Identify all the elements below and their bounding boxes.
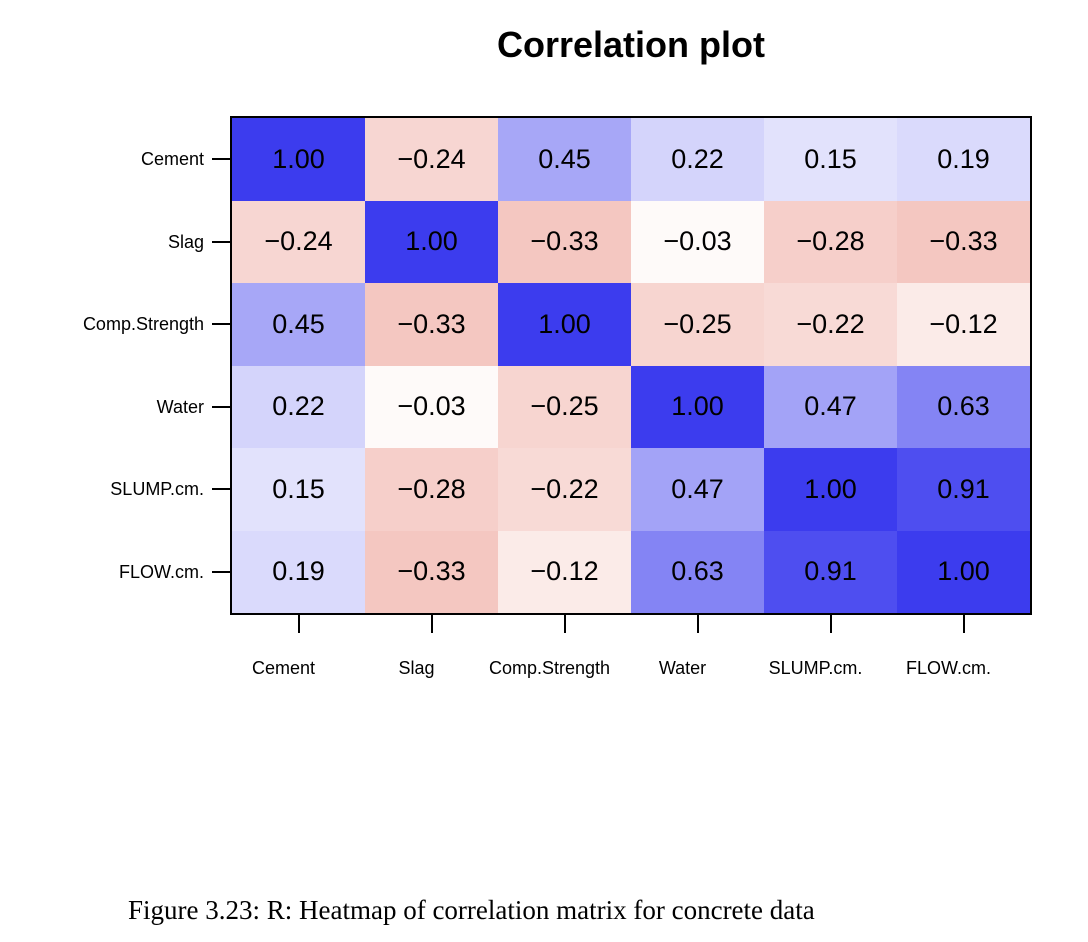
heatmap-cell: 0.47 <box>631 448 764 531</box>
y-axis-label: Water <box>156 396 204 417</box>
heatmap-cell: 0.22 <box>631 118 764 201</box>
y-axis-tick <box>212 240 230 243</box>
heatmap-cell: 0.63 <box>631 530 764 613</box>
heatmap-cell: 0.19 <box>232 530 365 613</box>
heatmap-cell: 1.00 <box>498 283 631 366</box>
x-axis-tick <box>829 615 832 633</box>
x-axis-tick <box>696 615 699 633</box>
heatmap-cell: −0.22 <box>498 448 631 531</box>
heatmap-cell: −0.12 <box>897 283 1030 366</box>
heatmap-cell: 1.00 <box>365 200 498 283</box>
heatmap-cell: 0.63 <box>897 365 1030 448</box>
y-axis-label: SLUMP.cm. <box>110 479 204 500</box>
y-axis-tick <box>212 158 230 161</box>
heatmap-cell: 0.19 <box>897 118 1030 201</box>
x-axis-tick <box>563 615 566 633</box>
y-axis-label: Cement <box>140 149 204 170</box>
chart-title: Correlation plot <box>497 24 765 65</box>
y-axis-label: Slag <box>167 231 204 252</box>
heatmap-cell: −0.24 <box>232 200 365 283</box>
heatmap-cell: 0.22 <box>232 365 365 448</box>
heatmap-cell: 1.00 <box>764 448 897 531</box>
heatmap-cell: −0.12 <box>498 530 631 613</box>
x-axis-label: Comp.Strength <box>488 658 611 678</box>
heatmap-cell: −0.28 <box>365 448 498 531</box>
heatmap-cell: −0.25 <box>631 283 764 366</box>
y-axis-tick <box>212 323 230 326</box>
x-axis-label: FLOW.cm. <box>906 658 991 678</box>
heatmap-cell: −0.28 <box>764 200 897 283</box>
heatmap-cell: 0.15 <box>232 448 365 531</box>
heatmap-cell: 1.00 <box>232 118 365 201</box>
heatmap-cell: −0.03 <box>631 200 764 283</box>
x-axis-tick <box>297 615 300 633</box>
x-axis-label: SLUMP.cm. <box>768 658 863 678</box>
heatmap-cell: −0.33 <box>365 283 498 366</box>
heatmap-cell: 0.47 <box>764 365 897 448</box>
x-axis-label: Slag <box>398 658 435 678</box>
heatmap-cell: −0.03 <box>365 365 498 448</box>
heatmap-cell: 0.15 <box>764 118 897 201</box>
heatmap-cell: 1.00 <box>631 365 764 448</box>
y-axis-tick <box>212 570 230 573</box>
heatmap-cell: 0.45 <box>232 283 365 366</box>
heatmap-cell: 0.45 <box>498 118 631 201</box>
figure-caption: Figure 3.23: R: Heatmap of correlation m… <box>128 895 815 925</box>
x-axis-label: Cement <box>251 658 316 678</box>
heatmap-cell: −0.33 <box>498 200 631 283</box>
heatmap-cell: −0.33 <box>897 200 1030 283</box>
heatmap-plot-box: 1.00 −0.24 0.45 0.22 0.15 0.19 −0.24 1.00 −0.33−… <box>230 116 1032 615</box>
x-axis-tick <box>962 615 965 633</box>
heatmap-cell: −0.33 <box>365 530 498 613</box>
heatmap: 1.00 −0.24 0.45 0.22 0.15 0.19 −0.24 1.00 −0.33−… <box>232 118 1030 613</box>
heatmap-cell: −0.24 <box>365 118 498 201</box>
heatmap-cell: −0.22 <box>764 283 897 366</box>
heatmap-cell: 1.00 <box>897 530 1030 613</box>
y-axis-tick <box>212 405 230 408</box>
x-axis-tick <box>430 615 433 633</box>
y-axis-label: Comp.Strength <box>82 314 204 335</box>
heatmap-cell: 0.91 <box>764 530 897 613</box>
heatmap-cell: 0.91 <box>897 448 1030 531</box>
y-axis-label: FLOW.cm. <box>119 561 204 582</box>
x-axis-label: Water <box>658 658 707 678</box>
y-axis-tick <box>212 488 230 491</box>
heatmap-cell: −0.25 <box>498 365 631 448</box>
